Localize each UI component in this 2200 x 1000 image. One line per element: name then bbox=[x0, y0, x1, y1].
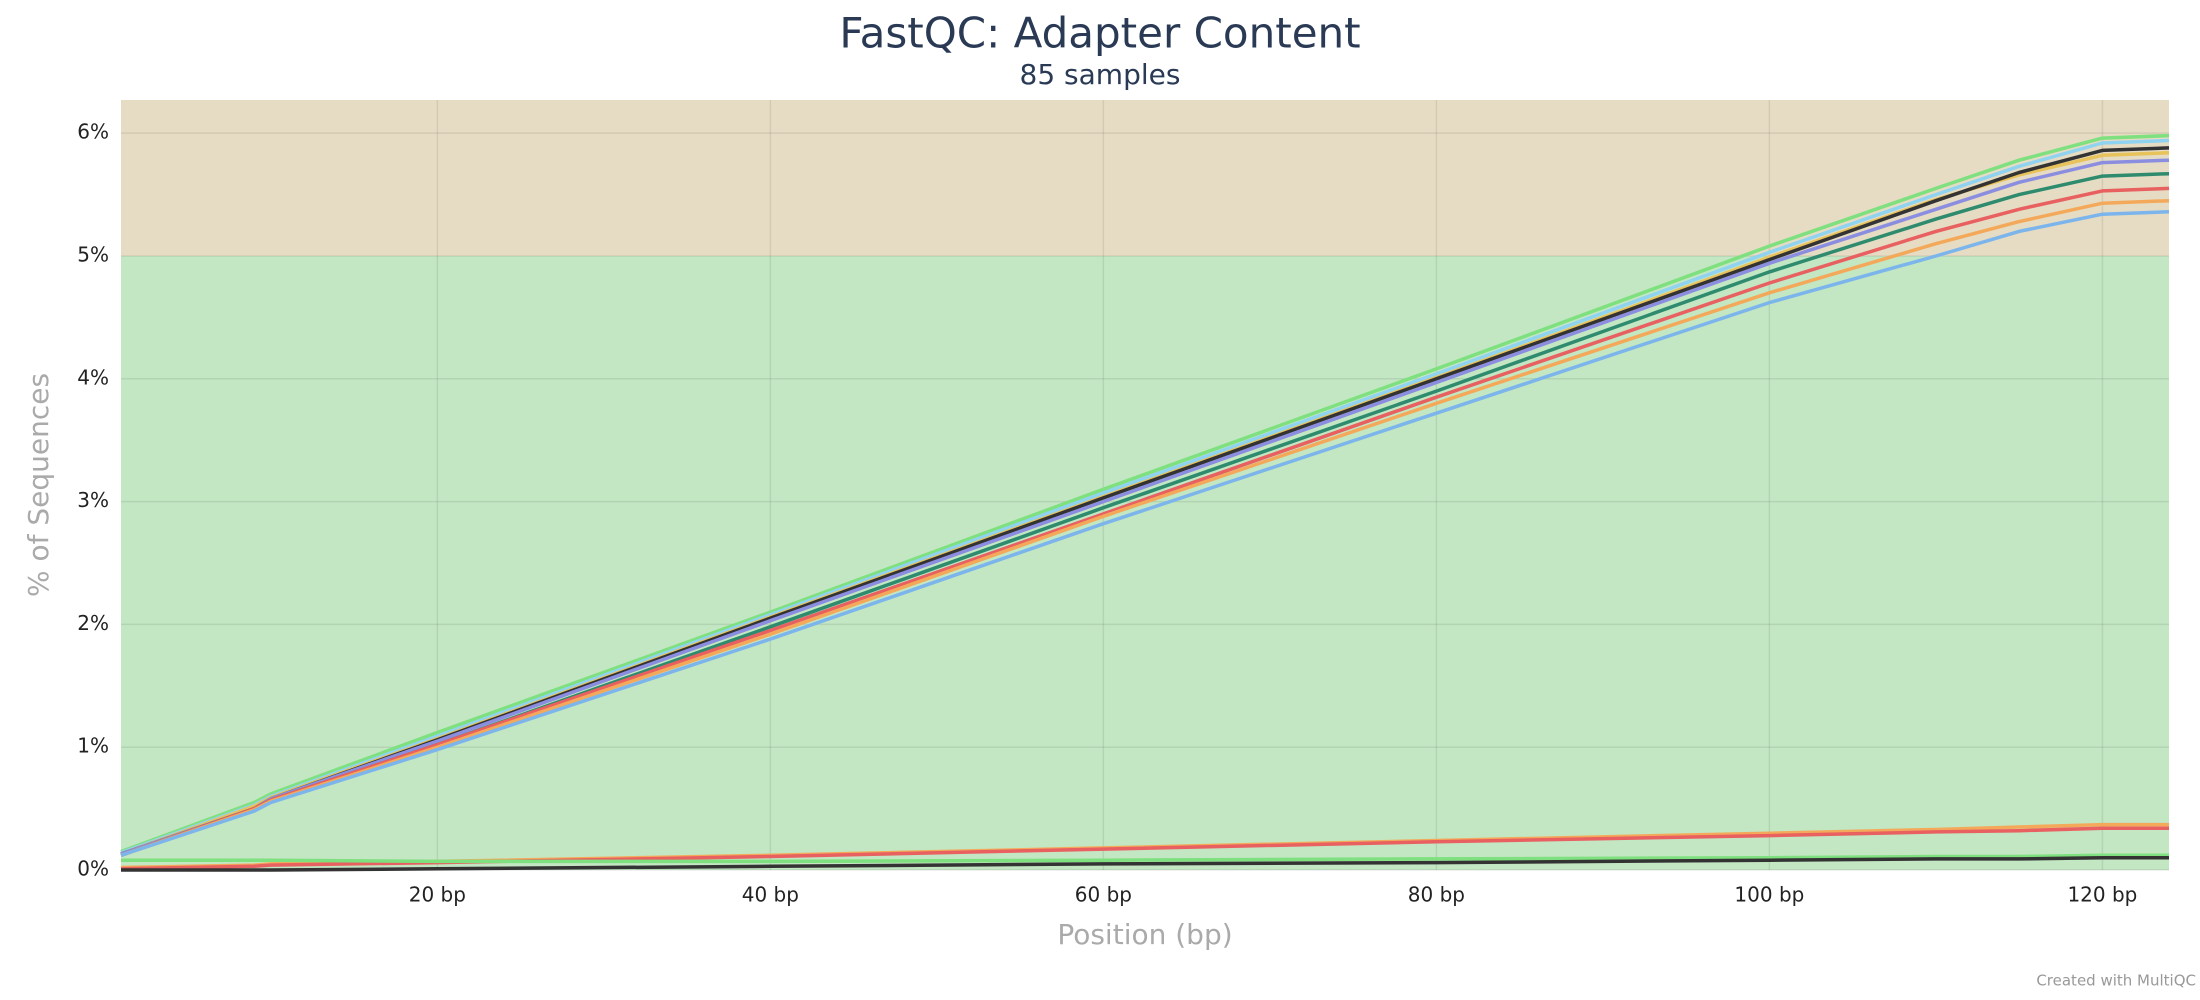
x-tick-label: 20 bp bbox=[409, 883, 466, 907]
x-tick-label: 60 bp bbox=[1075, 883, 1132, 907]
y-tick-label: 3% bbox=[77, 488, 109, 512]
y-tick-label: 5% bbox=[77, 242, 109, 266]
series-line bbox=[120, 826, 2169, 871]
y-tick-label: 6% bbox=[77, 120, 109, 144]
x-tick-label: 100 bp bbox=[1734, 883, 1804, 907]
series-line bbox=[120, 133, 2170, 854]
credit: Created with MultiQC bbox=[2036, 972, 2196, 990]
x-axis-label: Position (bp) bbox=[1057, 918, 1232, 951]
chart-title: FastQC: Adapter Content bbox=[839, 9, 1360, 58]
y-tick-label: 2% bbox=[77, 611, 109, 635]
y-tick-label: 1% bbox=[77, 734, 109, 758]
y-tick-label: 0% bbox=[77, 857, 109, 881]
plot-band bbox=[121, 255, 2169, 870]
y-tick-label: 4% bbox=[77, 365, 109, 389]
series-line bbox=[120, 210, 2170, 857]
series-line bbox=[121, 853, 2169, 864]
x-tick-label: 40 bp bbox=[742, 883, 799, 907]
series-line bbox=[121, 855, 2169, 872]
x-tick-label: 120 bp bbox=[2067, 883, 2137, 907]
y-axis-label: % of Sequences bbox=[22, 373, 55, 597]
plot-band bbox=[121, 100, 2169, 256]
x-tick-label: 80 bp bbox=[1408, 883, 1465, 907]
chart-subtitle: 85 samples bbox=[1020, 58, 1181, 91]
